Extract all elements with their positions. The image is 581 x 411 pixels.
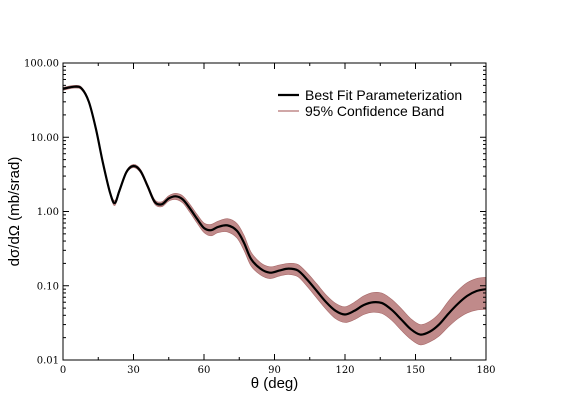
y-tick-label: 10.00 [30, 133, 59, 144]
x-tick-label: 120 [335, 365, 354, 376]
x-tick-label: 180 [476, 365, 495, 376]
y-tick-label: 0.10 [37, 281, 59, 292]
x-tick-label: 90 [268, 365, 281, 376]
best-fit-line [63, 85, 486, 336]
legend-label-band: 95% Confidence Band [305, 103, 444, 119]
x-tick-label: 60 [198, 365, 211, 376]
axes: 0 30 60 90 120 150 180 0.01 0.10 1.00 10.00 100.00 θ… [6, 59, 496, 393]
legend-label-best-fit: Best Fit Parameterization [305, 87, 462, 103]
plot-clipped [63, 85, 486, 346]
y-tick-label: 0.01 [37, 356, 59, 367]
confidence-band [63, 85, 486, 346]
y-axis-title: dσ/dΩ (mb/srad) [6, 157, 23, 267]
y-tick-label: 100.00 [24, 59, 59, 70]
y-tick-label: 1.00 [37, 207, 59, 218]
x-tick-label: 0 [60, 365, 66, 376]
plot-area [63, 85, 486, 346]
x-axis-title: θ (deg) [251, 375, 299, 392]
x-tick-label: 30 [127, 365, 140, 376]
x-tick-label: 150 [406, 365, 425, 376]
